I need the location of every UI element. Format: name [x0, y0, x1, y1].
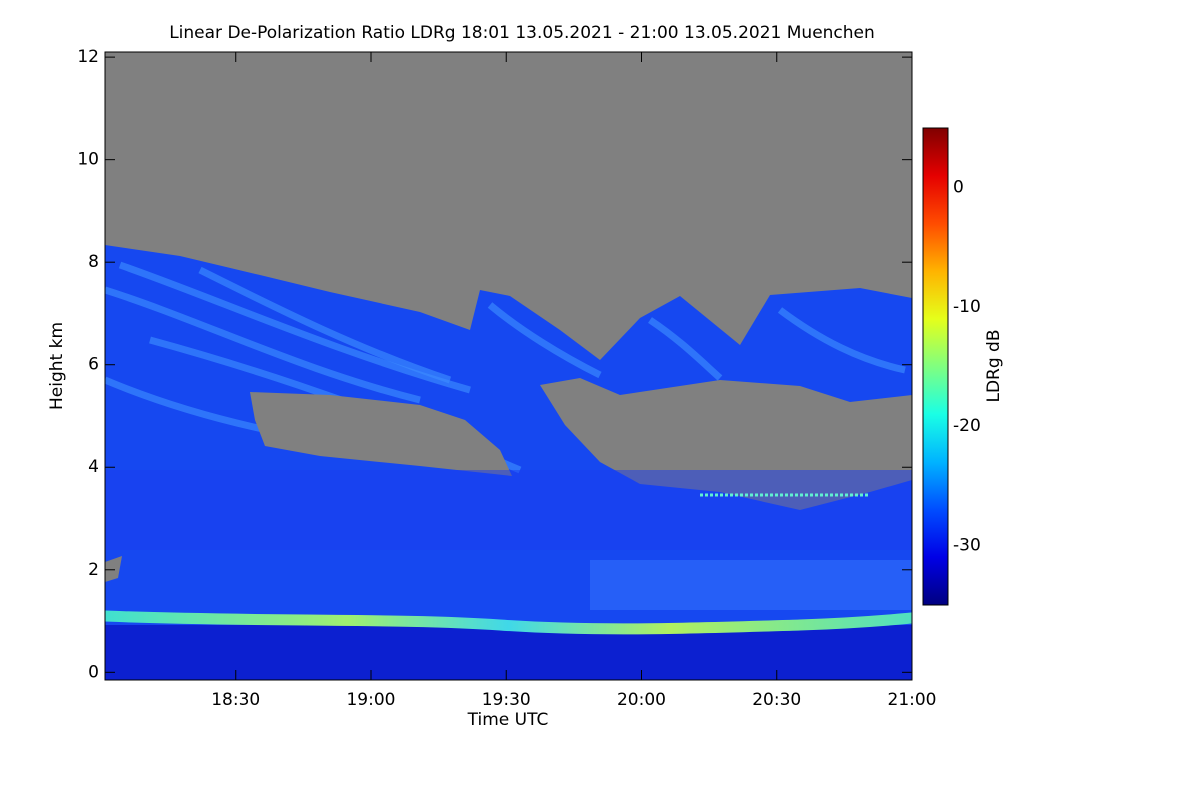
x-tick-label: 18:30 [211, 690, 260, 710]
x-tick-label: 19:30 [482, 690, 531, 710]
x-tick-label: 19:00 [346, 690, 395, 710]
y-tick-label: 12 [77, 47, 99, 67]
x-tick-label: 21:00 [888, 690, 937, 710]
plumes [590, 560, 912, 610]
y-tick-label: 0 [88, 662, 99, 682]
y-tick-label: 4 [88, 457, 99, 477]
surface-layer [105, 625, 912, 680]
colorbar [922, 127, 949, 606]
plot-frame [104, 51, 913, 681]
colorbar-tick-label: -20 [953, 416, 981, 436]
boundary-layer-band [105, 610, 912, 635]
gap [250, 392, 512, 476]
colorbar-label: LDRg dB [984, 329, 1004, 402]
y-tick-label: 10 [77, 150, 99, 170]
y-tick-label: 6 [88, 355, 99, 375]
x-tick-label: 20:00 [617, 690, 666, 710]
y-tick-label: 8 [88, 252, 99, 272]
colorbar-tick-label: -30 [953, 535, 981, 555]
x-axis-label: Time UTC [467, 710, 549, 730]
lower-layer [105, 470, 912, 550]
colorbar-tick-label: -10 [953, 297, 981, 317]
gap [105, 556, 122, 582]
chart-title: Linear De-Polarization Ratio LDRg 18:01 … [169, 23, 875, 43]
y-tick-label: 2 [88, 560, 99, 580]
y-axis-label: Height km [47, 322, 67, 410]
x-tick-label: 20:30 [752, 690, 801, 710]
heatmap [105, 52, 912, 680]
colorbar-tick-label: 0 [953, 178, 964, 198]
